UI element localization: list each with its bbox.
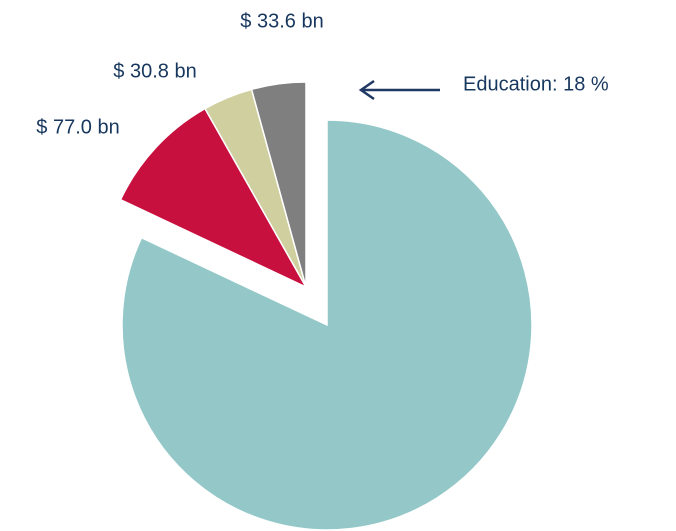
pie-slice	[119, 107, 308, 289]
data-label: $ 33.6 bn	[240, 10, 323, 32]
data-label: $ 77.0 bn	[36, 116, 119, 138]
annotation-arrowhead	[358, 79, 375, 101]
data-label: $ 30.8 bn	[113, 60, 196, 82]
annotation: Education: 18 %	[463, 73, 609, 95]
pie-slice	[250, 81, 307, 288]
pie-slice	[121, 119, 533, 531]
